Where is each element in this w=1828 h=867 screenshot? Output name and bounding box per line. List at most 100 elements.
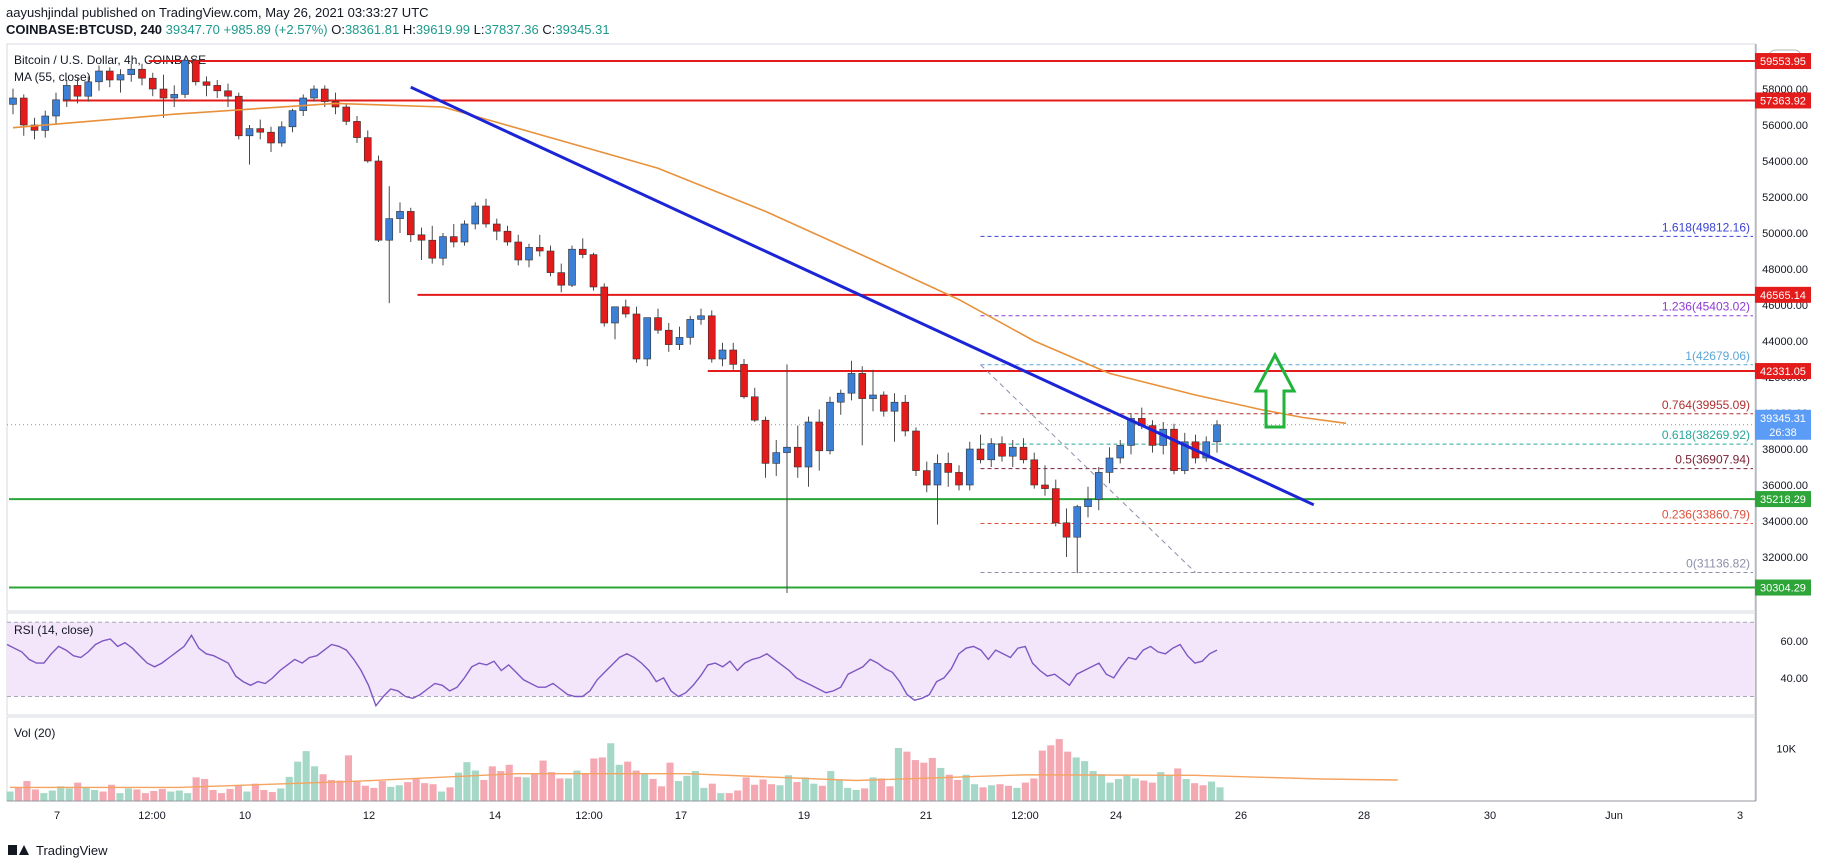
candle-up xyxy=(643,317,652,360)
volume-bar xyxy=(979,787,987,801)
candle-up xyxy=(718,349,727,360)
volume-bar xyxy=(827,771,835,801)
level-label-box xyxy=(1755,363,1811,380)
volume-bar xyxy=(556,778,564,801)
volume-bar xyxy=(717,793,725,801)
volume-bar xyxy=(74,782,82,801)
fib-level-label: 0.236(33860.79) xyxy=(1662,508,1750,522)
candle-down xyxy=(632,313,641,360)
volume-bar xyxy=(99,791,107,801)
candle-up xyxy=(1008,446,1017,457)
volume-bar xyxy=(1021,782,1029,801)
price-tick-label: 56000.00 xyxy=(1762,120,1808,132)
candle-down xyxy=(1030,459,1039,486)
volume-bar xyxy=(1191,783,1199,801)
candle-down xyxy=(191,59,200,83)
volume-bar xyxy=(404,782,412,801)
candle-down xyxy=(363,137,372,162)
volume-bar xyxy=(1216,787,1224,801)
price-tick-label: 44000.00 xyxy=(1762,336,1808,348)
time-tick-label: 14 xyxy=(489,810,501,822)
volume-bar xyxy=(217,793,226,801)
candle-down xyxy=(428,239,437,259)
candle-down xyxy=(406,211,415,236)
rsi-pane[interactable]: 40.00 60.00 RSI (14, close) xyxy=(6,612,1808,716)
volume-bar xyxy=(116,793,124,801)
candle-up xyxy=(84,81,93,97)
fib-level-label: 1.618(49812.16) xyxy=(1662,220,1750,234)
volume-bar xyxy=(1157,772,1165,801)
volume-bar xyxy=(1072,757,1080,801)
level-label-box xyxy=(1755,53,1811,70)
price-pane[interactable]: 32000.0034000.0036000.0038000.0040000.00… xyxy=(6,43,1811,801)
volume-bar xyxy=(971,784,979,801)
volume-bar xyxy=(954,780,962,801)
volume-bar xyxy=(344,755,353,801)
candle-up xyxy=(181,59,189,95)
volume-bar xyxy=(31,789,39,801)
volume-pane[interactable]: 10K Vol (20) xyxy=(6,716,1797,802)
candle-down xyxy=(729,349,738,365)
candle-up xyxy=(697,315,705,320)
volume-bar xyxy=(810,783,818,801)
candle-up xyxy=(568,248,576,286)
rsi-line xyxy=(6,633,1218,708)
volume-bar xyxy=(573,770,581,801)
volume-bar xyxy=(531,773,539,801)
candle-up xyxy=(1105,457,1114,473)
candle-up xyxy=(1180,441,1189,471)
candle-down xyxy=(267,131,275,144)
up-arrow-icon xyxy=(1253,351,1297,429)
candle-up xyxy=(460,223,469,243)
volume-bar xyxy=(1004,785,1013,801)
chart-title: Bitcoin / U.S. Dollar, 4h, COINBASE xyxy=(14,53,206,67)
candle-up xyxy=(277,126,286,144)
candle-up xyxy=(471,205,480,225)
candle-down xyxy=(353,121,361,138)
candle-down xyxy=(654,317,662,331)
volume-bar xyxy=(987,785,996,801)
time-tick-label: 17 xyxy=(675,810,687,822)
volume-bar xyxy=(327,780,336,801)
candle-down xyxy=(535,247,544,252)
level-label-box xyxy=(1755,286,1811,303)
candle-down xyxy=(922,470,931,486)
candle-up xyxy=(804,421,813,468)
rsi-title: RSI (14, close) xyxy=(14,623,93,637)
candle-up xyxy=(525,247,533,261)
volume-bar xyxy=(446,787,454,801)
volume-bar xyxy=(869,777,877,801)
candle-up xyxy=(127,68,136,75)
volume-bar xyxy=(691,771,699,801)
volume-bar xyxy=(82,787,90,801)
rsi-tick-label: 60.00 xyxy=(1780,636,1808,648)
time-axis[interactable]: 7 12:00 10 12 14 12:00 17 19 21 12:00 24 26 28 30 Jun 3 xyxy=(7,800,1756,822)
candle-down xyxy=(761,419,770,464)
volume-bar xyxy=(818,785,826,801)
volume-bar xyxy=(911,760,919,801)
volume-title: Vol (20) xyxy=(14,726,55,740)
time-tick-label: 3 xyxy=(1737,810,1743,822)
candle-up xyxy=(1213,424,1221,443)
candle-down xyxy=(1041,484,1049,489)
volume-bar xyxy=(945,774,953,801)
volume-bar xyxy=(641,774,649,801)
volume-bar xyxy=(1089,771,1097,801)
candle-up xyxy=(439,236,447,259)
candle-down xyxy=(1170,428,1178,471)
volume-bar xyxy=(657,786,666,801)
candle-down xyxy=(492,223,501,232)
fib-level-label: 0.5(36907.94) xyxy=(1675,453,1750,467)
level-label-box xyxy=(1755,491,1811,508)
candle-down xyxy=(546,250,555,273)
level-label: 30304.29 xyxy=(1760,583,1806,595)
time-tick-label: 30 xyxy=(1484,810,1496,822)
volume-bar xyxy=(150,791,158,801)
volume-bar xyxy=(209,789,217,801)
volume-bar xyxy=(962,774,970,801)
volume-bar xyxy=(1097,774,1106,801)
candle-down xyxy=(30,124,39,131)
level-label: 57363.92 xyxy=(1760,95,1806,107)
volume-bar xyxy=(226,788,234,801)
